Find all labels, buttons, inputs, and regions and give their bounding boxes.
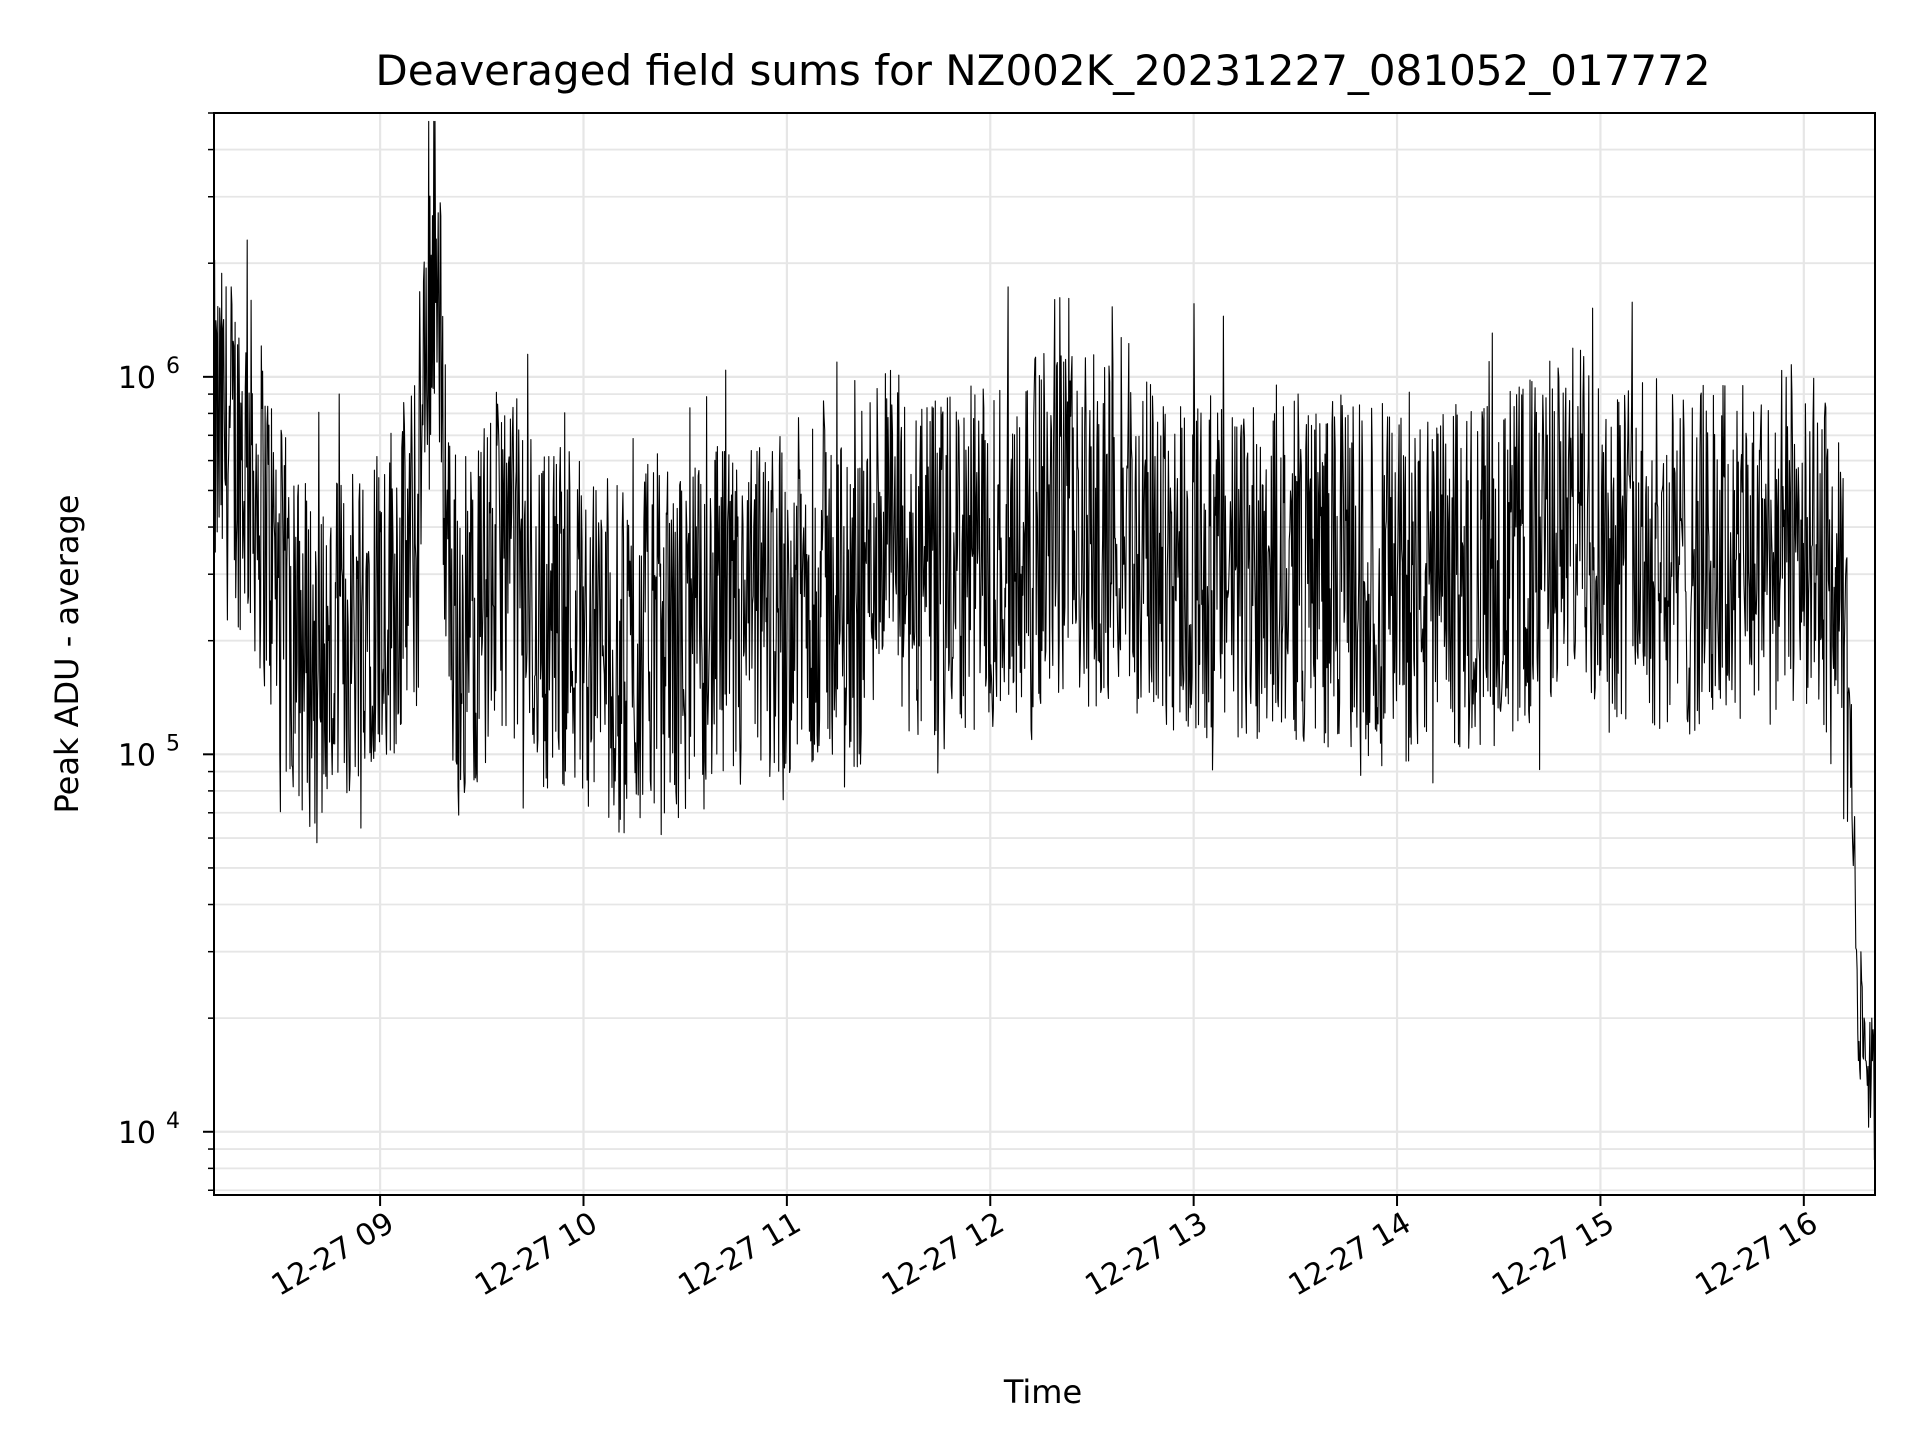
chart-title: Deaveraged field sums for NZ002K_2023122…	[375, 46, 1710, 95]
y-tick-exponent: 4	[166, 1109, 180, 1134]
y-axis-label: Peak ADU - average	[48, 495, 86, 814]
y-tick-exponent: 6	[166, 354, 180, 379]
x-axis: 12-27 09 12-27 10 12-27 11 12-27 12 12-27 13…	[266, 1195, 1824, 1303]
x-tick-label: 12-27 12	[876, 1206, 1010, 1304]
x-tick-label: 12-27 10	[469, 1206, 603, 1304]
series-line	[214, 120, 1875, 1161]
x-tick-label: 12-27 13	[1079, 1206, 1213, 1304]
y-axis: 10 4 10 5 10 6	[118, 112, 214, 1191]
y-tick-label: 10	[118, 1116, 156, 1151]
plot-area-frame	[213, 112, 1876, 1196]
x-tick-label: 12-27 15	[1486, 1206, 1620, 1304]
x-tick-label: 12-27 11	[673, 1206, 807, 1304]
x-tick-label: 12-27 16	[1689, 1206, 1823, 1304]
x-tick-label: 12-27 09	[266, 1206, 400, 1304]
y-tick-exponent: 5	[166, 731, 180, 756]
y-tick-label: 10	[118, 361, 156, 396]
x-tick-label: 12-27 14	[1283, 1206, 1417, 1304]
y-tick-label: 10	[118, 738, 156, 773]
x-axis-label: Time	[1003, 1373, 1082, 1411]
